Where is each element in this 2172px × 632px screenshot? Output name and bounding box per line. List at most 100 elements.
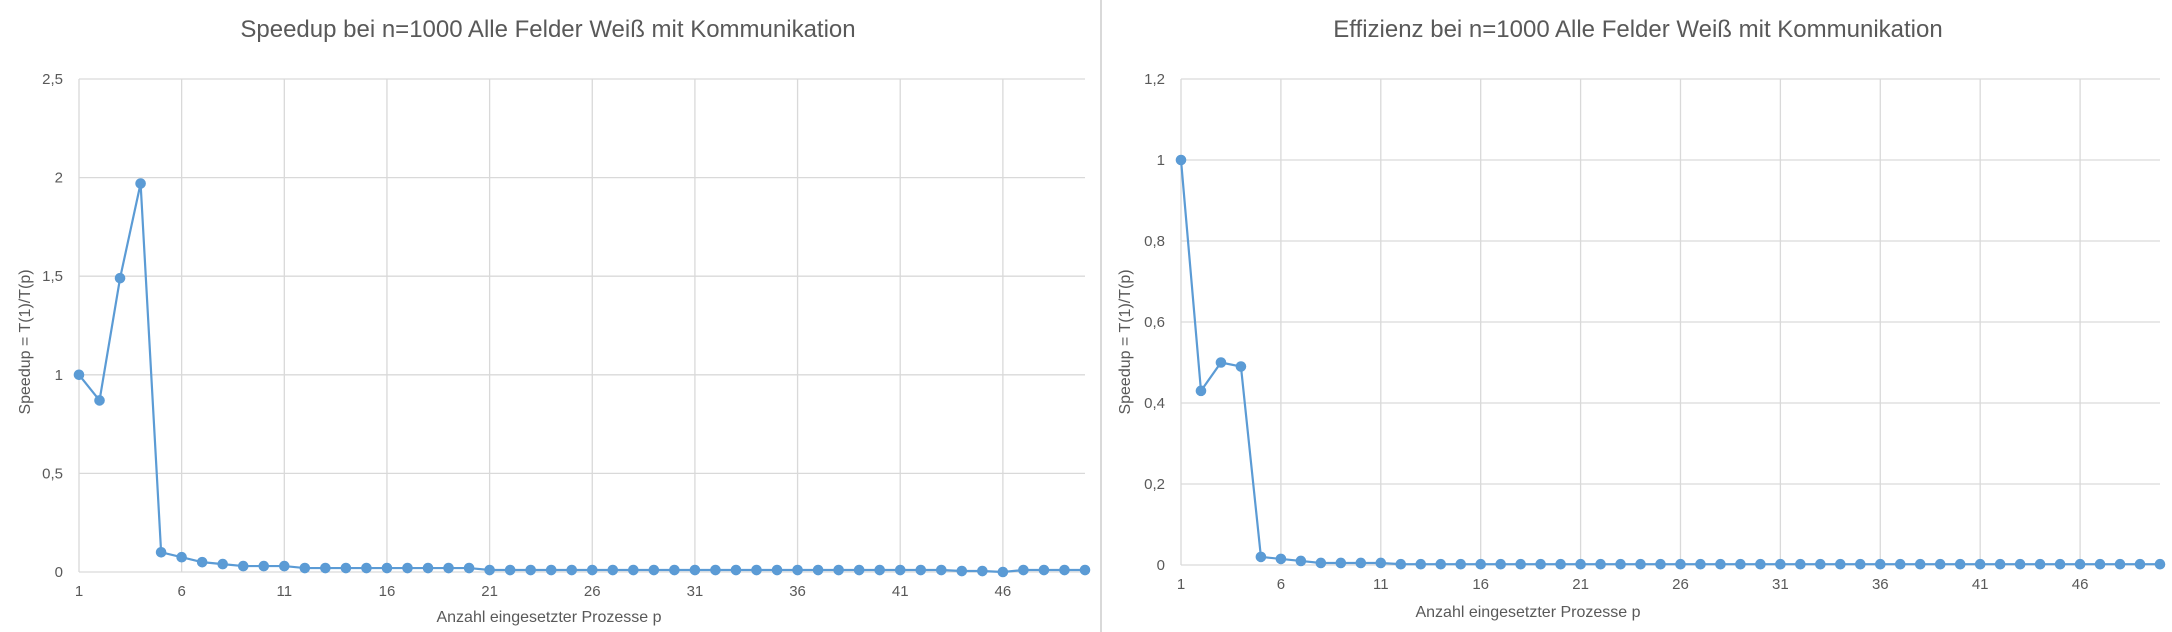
x-tick-label: 11	[277, 583, 293, 600]
data-point	[1735, 558, 1746, 570]
chart-title: Speedup bei n=1000 Alle Felder Weiß mit …	[240, 16, 855, 43]
data-point	[361, 562, 372, 574]
y-tick-label: 1	[1157, 152, 1165, 169]
data-point	[1059, 564, 1070, 576]
data-point	[155, 546, 167, 558]
x-tick-label: 1	[1177, 576, 1185, 593]
x-tick-label: 41	[1972, 576, 1989, 593]
data-point	[463, 562, 475, 574]
y-axis-label: Speedup = T(1)/T(p)	[17, 269, 34, 414]
data-point	[2074, 558, 2086, 570]
data-point	[1495, 558, 1506, 570]
x-tick-label: 36	[1872, 576, 1889, 593]
data-point	[1079, 564, 1091, 576]
x-tick-label: 46	[995, 583, 1012, 600]
x-tick-label: 26	[584, 583, 601, 600]
x-tick-label: 36	[789, 583, 806, 600]
data-point	[1795, 558, 1806, 570]
data-point	[586, 564, 598, 576]
y-axis-label: Speedup = T(1)/T(p)	[1117, 269, 1134, 414]
y-tick-label: 1	[55, 367, 63, 384]
y-tick-label: 2	[55, 170, 63, 187]
series-polyline	[78, 183, 1085, 574]
data-point	[1775, 558, 1786, 570]
data-point	[1555, 558, 1566, 570]
data-point	[1595, 558, 1606, 570]
y-tick-label: 0	[55, 564, 63, 581]
data-point	[2134, 558, 2146, 570]
x-tick-label: 16	[379, 583, 396, 600]
data-point	[1175, 154, 1187, 166]
data-point	[1894, 558, 1906, 570]
data-point	[1275, 553, 1287, 565]
x-tick-labels: 1 6 11 16 21 26 31 36 41 46	[75, 583, 1011, 600]
data-point	[648, 564, 660, 576]
data-point	[1455, 558, 1467, 570]
data-point	[874, 564, 885, 576]
data-point	[956, 565, 968, 577]
data-point	[607, 564, 619, 576]
data-point	[1755, 558, 1766, 570]
data-point	[812, 564, 824, 576]
data-point	[689, 564, 701, 576]
data-point	[1715, 558, 1726, 570]
data-point	[484, 564, 495, 576]
data-point	[258, 560, 270, 572]
data-point	[771, 564, 783, 576]
data-point	[915, 564, 927, 576]
data-point	[299, 562, 311, 574]
data-point	[977, 565, 988, 577]
data-point	[730, 564, 742, 576]
data-point	[853, 564, 865, 576]
data-point	[2154, 558, 2166, 570]
data-point	[196, 556, 208, 568]
data-point	[320, 562, 331, 574]
x-tick-label: 26	[1672, 576, 1689, 593]
x-tick-label: 6	[1277, 576, 1285, 593]
data-point	[1435, 558, 1447, 570]
data-point	[1315, 557, 1327, 569]
x-tick-label: 16	[1472, 576, 1489, 593]
data-point	[443, 562, 454, 574]
data-point	[1215, 357, 1227, 368]
data-point	[2034, 558, 2046, 570]
data-point	[1835, 558, 1846, 570]
x-tick-label: 6	[177, 583, 185, 600]
efficiency-chart: Effizienz bei n=1000 Alle Felder Weiß mi…	[1117, 16, 2166, 621]
data-point	[114, 272, 126, 284]
data-point	[628, 564, 639, 576]
series-line	[78, 183, 1085, 574]
y-tick-label: 0,6	[1144, 314, 1165, 331]
y-tick-labels: 0 0,2 0,4 0,6 0,8 1 1,2	[1144, 71, 1165, 574]
panel-divider	[1100, 0, 1102, 632]
data-point	[402, 562, 413, 574]
data-point	[1515, 558, 1526, 570]
data-point	[1815, 558, 1826, 570]
y-tick-label: 2,5	[42, 71, 63, 88]
x-tick-labels: 1 6 11 16 21 26 31 36 41 46	[1177, 576, 2089, 593]
data-point	[1295, 555, 1307, 567]
data-point	[1395, 558, 1407, 570]
data-point	[1475, 558, 1486, 570]
efficiency-chart-panel: Effizienz bei n=1000 Alle Felder Weiß mi…	[1102, 0, 2172, 632]
x-tick-label: 21	[1572, 576, 1589, 593]
y-tick-label: 1,5	[42, 268, 63, 285]
data-point	[2054, 558, 2066, 570]
data-point	[2114, 558, 2126, 570]
data-point	[237, 560, 249, 572]
data-point	[1038, 564, 1050, 576]
data-point	[94, 395, 105, 406]
data-point	[176, 551, 187, 563]
data-point	[73, 369, 85, 381]
y-tick-label: 1,2	[1144, 71, 1165, 88]
data-point	[935, 564, 947, 576]
data-point	[422, 562, 434, 574]
data-point	[751, 564, 762, 576]
data-point	[1335, 557, 1347, 569]
y-tick-label: 0	[1157, 557, 1165, 574]
x-tick-label: 1	[75, 583, 83, 600]
data-point	[135, 178, 146, 189]
x-tick-label: 31	[687, 583, 704, 600]
y-tick-labels: 0 0,5 1 1,5 2 2,5	[42, 71, 63, 581]
data-point	[504, 564, 516, 576]
